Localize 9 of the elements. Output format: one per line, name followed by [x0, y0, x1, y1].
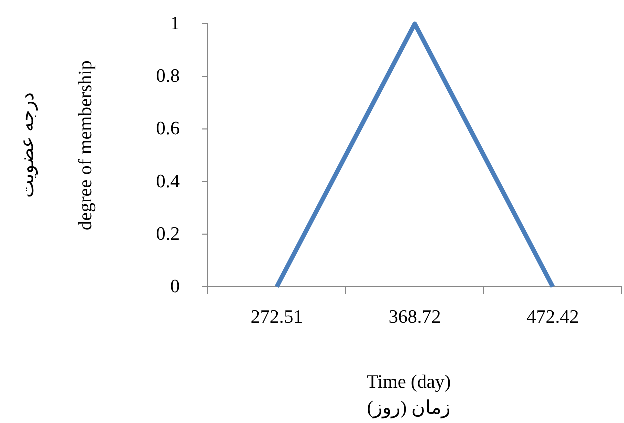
y-tick-label: 1: [170, 14, 180, 34]
y-tick-label: 0.8: [156, 66, 180, 88]
y-tick-label: 0: [170, 276, 180, 298]
y-tick-label: 0.6: [156, 118, 180, 140]
y-tick-label: 0.2: [156, 224, 180, 245]
x-tick-label: 472.42: [526, 307, 580, 328]
x-tick-label: 272.51: [250, 307, 304, 328]
y-tick-label: 0.4: [156, 171, 180, 192]
x-tick-label: 368.72: [388, 307, 442, 328]
